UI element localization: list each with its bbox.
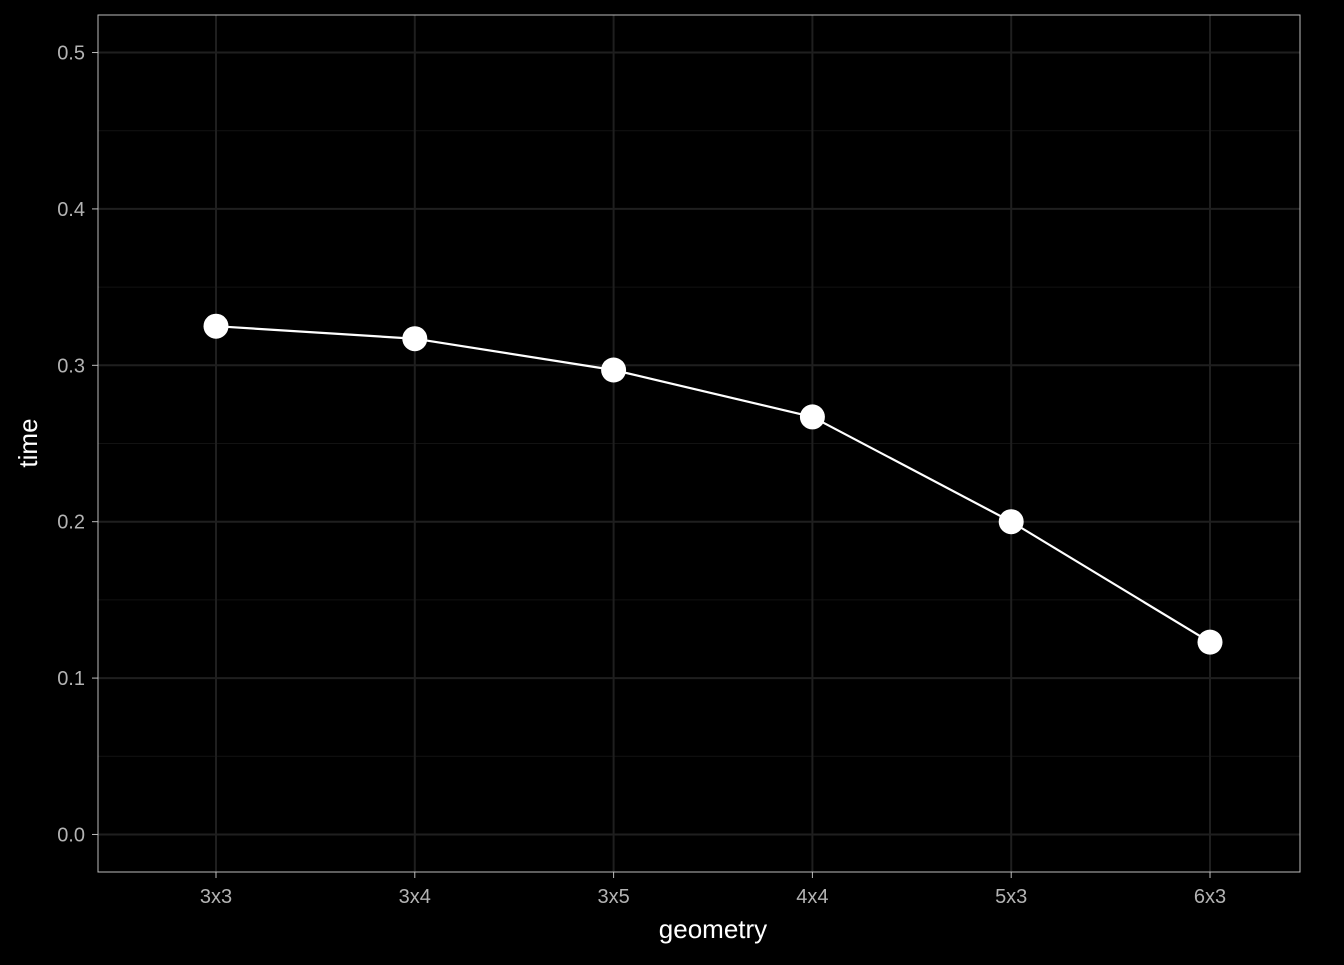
x-axis-title: geometry [659,914,767,944]
panel-border [97,14,1301,873]
y-axis-title: time [13,418,43,467]
axis-ticks [92,52,1211,878]
data-point [203,313,229,339]
series-points [203,313,1223,655]
x-tick-label: 4x4 [796,886,828,908]
series-line [215,325,1211,644]
x-tick-label: 3x4 [399,886,431,908]
grid-minor [98,130,1300,757]
y-tick-labels: 0.0 0.1 0.2 0.3 0.4 0.5 [57,43,85,847]
x-tick-label: 3x3 [200,886,232,908]
data-point [601,357,627,383]
x-tick-labels: 3x3 3x4 3x5 4x4 5x3 6x3 [200,886,1226,908]
y-tick-label: 0.0 [57,824,85,846]
data-point [1197,629,1223,655]
grid-major [98,15,1300,872]
series-lines [215,325,1211,644]
x-tick-label: 3x5 [597,886,629,908]
y-tick-label: 0.2 [57,512,85,534]
data-point [799,404,825,430]
y-tick-label: 0.5 [57,43,85,65]
y-tick-label: 0.3 [57,355,85,377]
x-tick-label: 6x3 [1194,886,1226,908]
y-tick-label: 0.1 [57,668,85,690]
y-tick-label: 0.4 [57,199,85,221]
data-point [402,326,428,352]
data-point [998,509,1024,535]
x-tick-label: 5x3 [995,886,1027,908]
